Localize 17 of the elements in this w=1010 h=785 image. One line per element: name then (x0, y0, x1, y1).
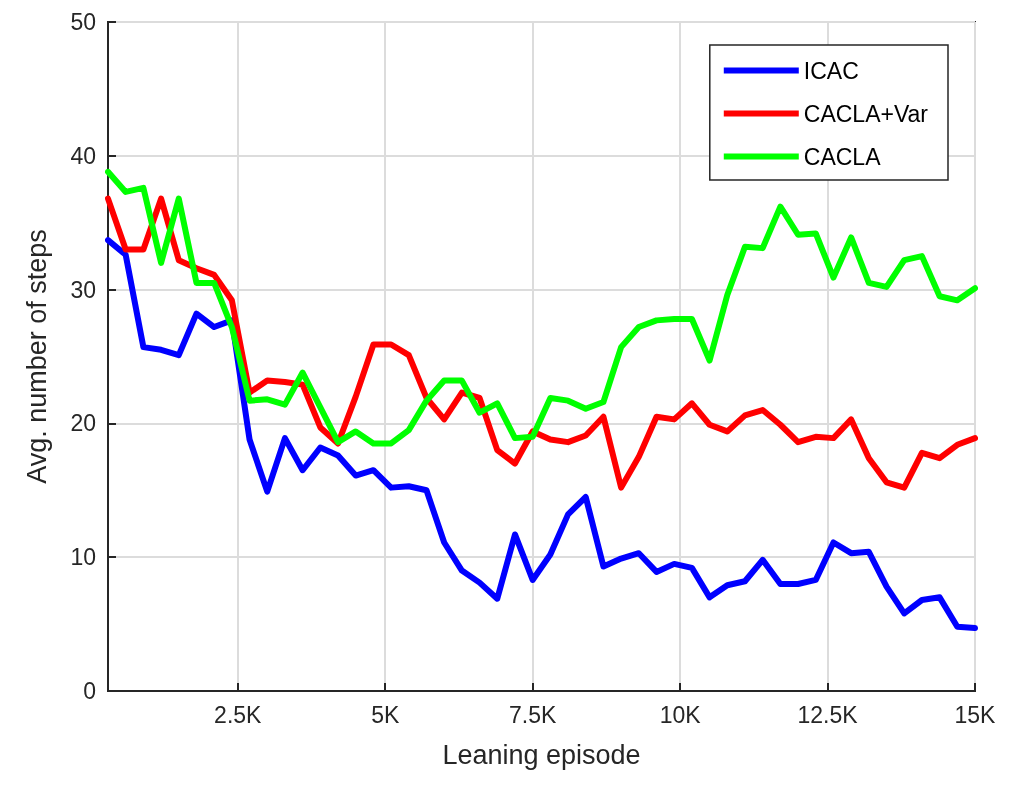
x-tick-label: 7.5K (508, 701, 557, 728)
y-tick-label: 30 (70, 276, 96, 303)
x-tick-label: 12.5K (797, 701, 859, 728)
legend-label: CACLA (803, 143, 882, 170)
x-tick-label: 15K (954, 701, 997, 728)
y-tick-label: 50 (70, 9, 96, 35)
y-tick-label: 0 (83, 678, 96, 704)
y-tick-label: 10 (70, 544, 96, 571)
y-tick-label: 20 (70, 410, 96, 437)
x-tick-label: 2.5K (214, 701, 263, 728)
legend-label: ICAC (803, 57, 859, 84)
y-axis-title: Avg. number of steps (21, 229, 52, 484)
y-tick-label: 40 (70, 142, 96, 169)
legend-label: CACLA+Var (803, 100, 929, 127)
x-tick-label: 10K (659, 701, 702, 728)
x-axis-title: Leaning episode (442, 739, 641, 770)
x-tick-label: 5K (371, 701, 400, 728)
